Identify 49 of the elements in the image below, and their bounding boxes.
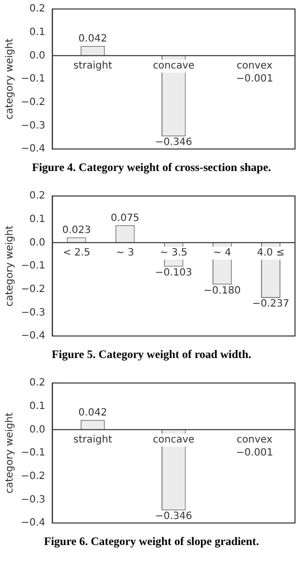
- x-tick-label: ~ 4: [213, 247, 232, 258]
- text: Figure 5. Category weight of road width.: [50, 349, 252, 361]
- y-tick-label: 0.2: [29, 378, 46, 389]
- data-label: −0.103: [155, 267, 192, 278]
- x-tick-label: concave: [152, 60, 194, 72]
- x-tick-label: ~ 3: [116, 247, 134, 258]
- data-label: −0.001: [236, 447, 274, 458]
- data-label: 0.042: [78, 33, 108, 44]
- y-tick-label: −0.1: [20, 260, 46, 272]
- data-label: −0.001: [236, 73, 274, 84]
- y-tick-label: −0.1: [20, 74, 46, 85]
- y-tick-label: −0.4: [20, 144, 46, 155]
- y-tick-label: 0.0: [29, 424, 46, 436]
- y-axis-title: category weight: [4, 412, 16, 494]
- data-label: −0.346: [155, 136, 192, 148]
- y-tick-label: −0.3: [20, 494, 46, 506]
- y-tick-label: −0.3: [20, 120, 46, 132]
- y-tick-label: −0.4: [20, 518, 46, 529]
- data-label: −0.180: [204, 285, 241, 296]
- y-tick-label: −0.3: [20, 307, 46, 318]
- y-tick-label: 0.1: [29, 400, 46, 412]
- y-tick-label: −0.4: [20, 330, 46, 342]
- x-tick-label: concave: [152, 434, 194, 446]
- y-tick-label: 0.1: [29, 214, 46, 225]
- y-axis-title: category weight: [4, 38, 16, 120]
- y-tick-label: 0.1: [29, 26, 46, 38]
- x-tick-label: straight: [73, 434, 112, 446]
- data-label: −0.237: [252, 298, 290, 310]
- x-tick-label: straight: [73, 60, 112, 72]
- y-tick-label: 0.2: [29, 190, 46, 202]
- data-label: −0.346: [155, 510, 192, 522]
- x-tick-label: ~ 3.5: [160, 247, 188, 258]
- data-label: 0.023: [62, 224, 91, 236]
- text: Figure 4. Category weight of cross-section shape.: [30, 162, 272, 174]
- x-tick-label: convex: [236, 434, 273, 446]
- data-label: 0.075: [110, 212, 140, 224]
- x-tick-label: 4.0 ≤: [256, 247, 284, 258]
- data-label: 0.042: [78, 407, 108, 418]
- y-tick-label: −0.2: [20, 96, 46, 108]
- y-tick-label: 0.2: [29, 4, 46, 15]
- x-tick-label: < 2.5: [62, 247, 90, 258]
- y-tick-label: −0.1: [20, 448, 46, 459]
- y-tick-label: −0.2: [20, 284, 46, 295]
- y-tick-label: −0.2: [20, 470, 46, 482]
- y-axis-title: category weight: [4, 225, 16, 307]
- x-tick-label: convex: [236, 60, 273, 72]
- text: Figure 6. Category weight of slope gradient.: [42, 536, 260, 548]
- y-tick-label: 0.0: [29, 50, 46, 62]
- y-tick-label: 0.0: [29, 237, 46, 248]
